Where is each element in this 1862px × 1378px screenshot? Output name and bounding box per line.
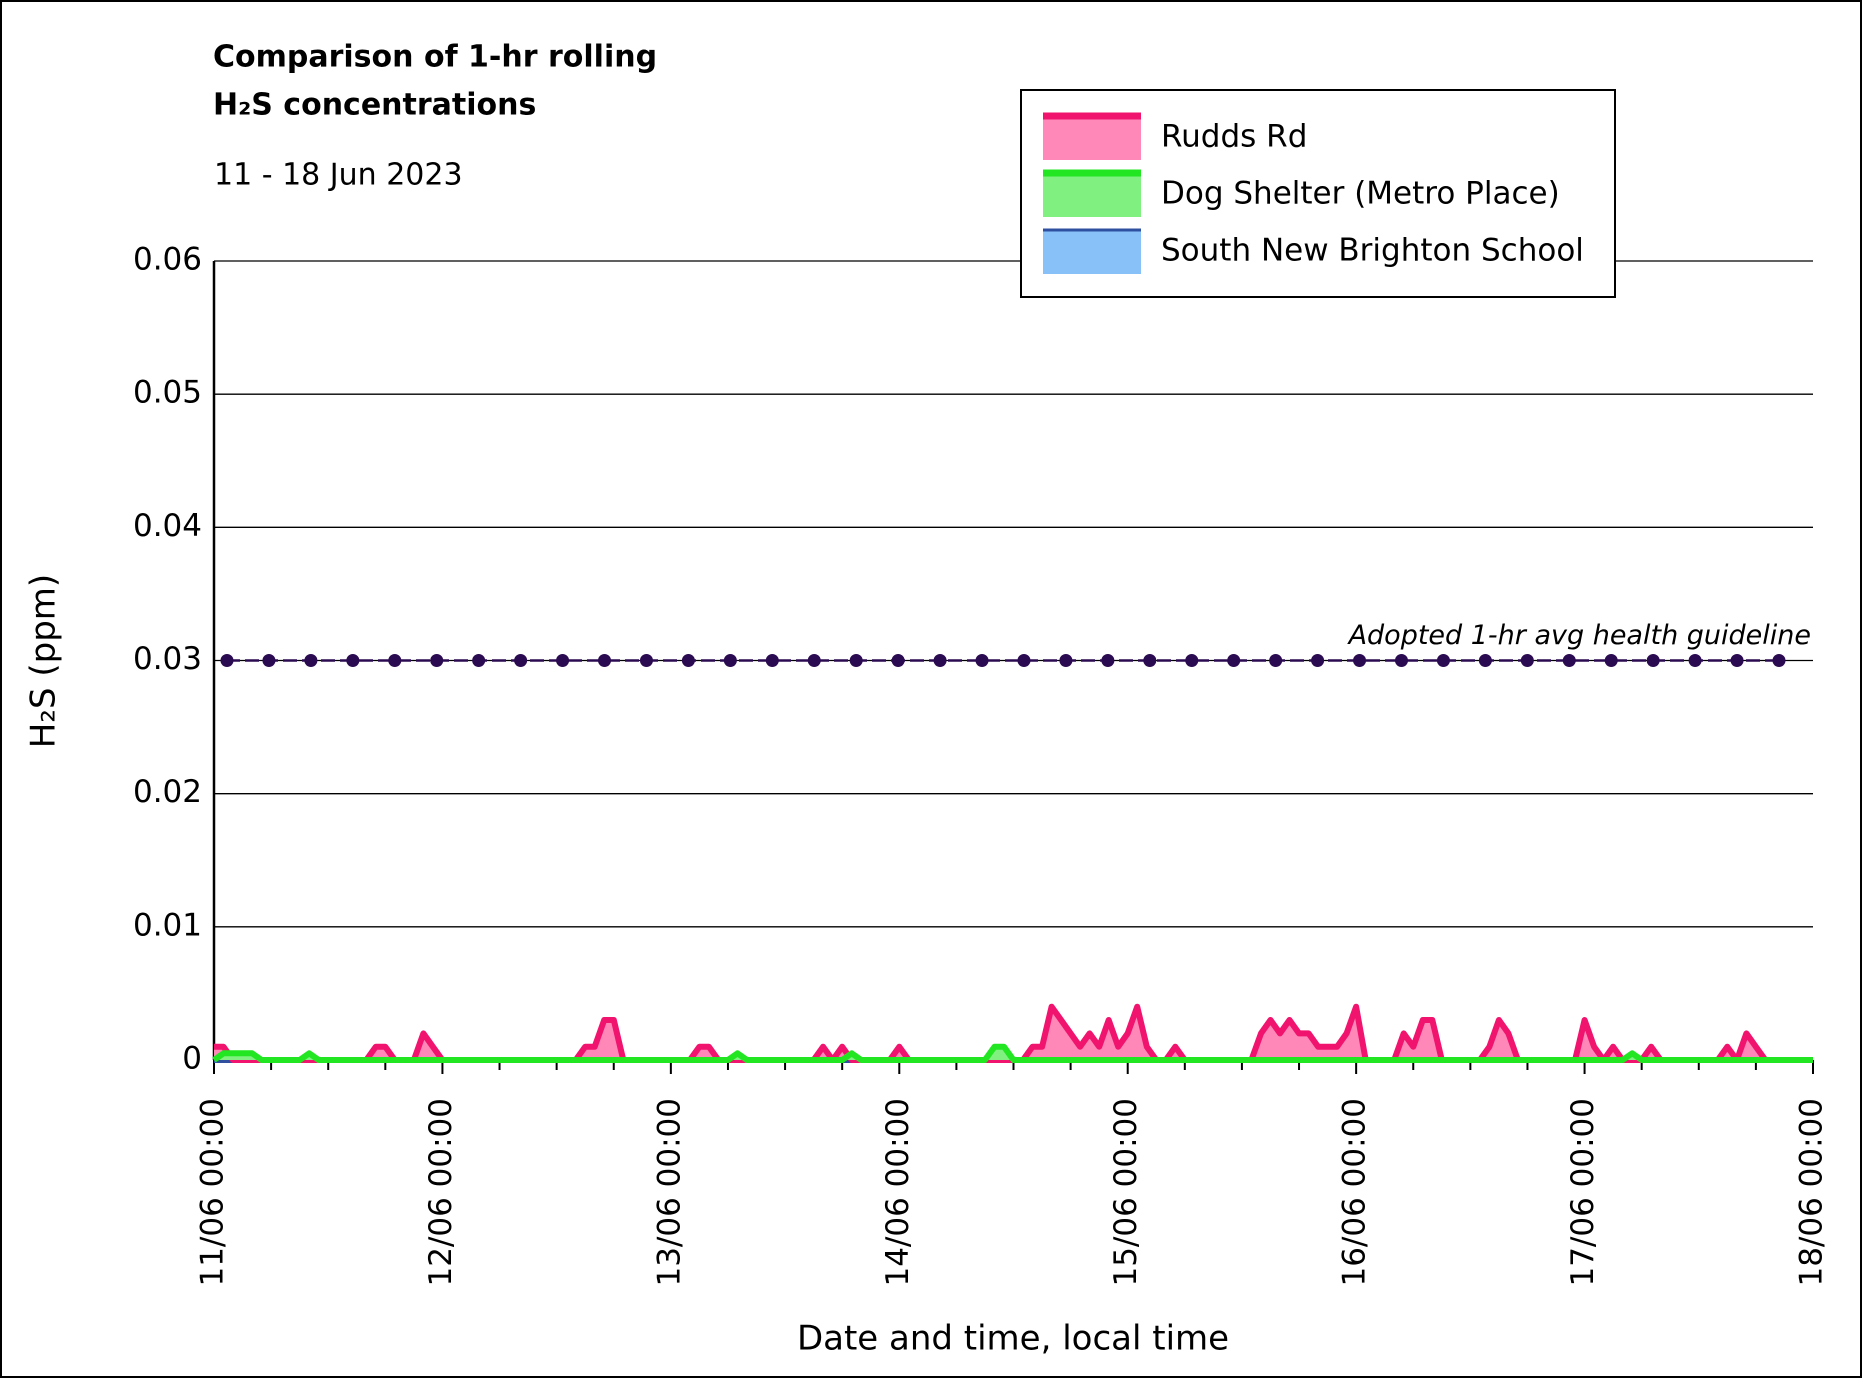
guideline-marker: [639, 654, 653, 667]
legend-swatch-fill: [1043, 116, 1141, 160]
guideline-marker: [556, 654, 570, 667]
guideline-marker: [681, 654, 695, 667]
guideline-marker: [1185, 654, 1199, 667]
guideline-marker: [1604, 654, 1618, 667]
guideline-marker: [765, 654, 779, 667]
guideline-marker: [1269, 654, 1283, 667]
chart-title: Comparison of 1-hr rolling: [213, 40, 657, 75]
x-tick-label: 17/06 00:00: [1565, 1098, 1601, 1287]
guideline-marker: [1520, 654, 1534, 667]
guideline-marker: [388, 654, 402, 667]
guideline-marker: [346, 654, 360, 667]
guideline-marker: [1101, 654, 1115, 667]
guideline-label: Adopted 1-hr avg health guideline: [1347, 620, 1811, 651]
guideline-marker: [849, 654, 863, 667]
x-tick-label: 14/06 00:00: [880, 1098, 916, 1287]
guideline-marker: [1311, 654, 1325, 667]
guideline-marker: [1394, 654, 1408, 667]
guideline-marker: [975, 654, 989, 667]
legend-label: Dog Shelter (Metro Place): [1161, 176, 1560, 212]
guideline-marker: [262, 654, 276, 667]
guideline-marker: [723, 654, 737, 667]
legend-swatch-fill: [1043, 230, 1141, 274]
guideline-marker: [1562, 654, 1576, 667]
guideline-marker: [220, 654, 234, 667]
y-axis-label: H₂S (ppm): [24, 574, 64, 748]
guideline-marker: [1227, 654, 1241, 667]
x-tick-label: 16/06 00:00: [1337, 1098, 1373, 1287]
guideline-marker: [1353, 654, 1367, 667]
guideline-marker: [472, 654, 486, 667]
y-tick-label: 0.01: [133, 907, 202, 943]
y-tick-label: 0.06: [133, 242, 202, 278]
guideline-marker: [598, 654, 612, 667]
guideline-marker: [1017, 654, 1031, 667]
x-tick-label: 11/06 00:00: [195, 1098, 231, 1287]
guideline-marker: [1478, 654, 1492, 667]
guideline-marker: [807, 654, 821, 667]
guideline-marker: [1730, 654, 1744, 667]
guideline-marker: [891, 654, 905, 667]
guideline-marker: [304, 654, 318, 667]
x-axis-label: Date and time, local time: [797, 1319, 1229, 1359]
legend-swatch-fill: [1043, 173, 1141, 217]
guideline-marker: [1436, 654, 1450, 667]
guideline-marker: [1646, 654, 1660, 667]
y-tick-label: 0.02: [133, 774, 202, 810]
x-tick-label: 18/06 00:00: [1794, 1098, 1830, 1287]
guideline-marker: [933, 654, 947, 667]
x-tick-label: 13/06 00:00: [651, 1098, 687, 1287]
y-tick-label: 0.05: [133, 375, 202, 411]
y-tick-label: 0.03: [133, 641, 202, 677]
y-tick-label: 0.04: [133, 508, 202, 544]
guideline-marker: [514, 654, 528, 667]
series-line: [212, 1043, 1813, 1063]
legend-label: South New Brighton School: [1161, 233, 1584, 269]
guideline-marker: [1143, 654, 1157, 667]
chart-subtitle: 11 - 18 Jun 2023: [214, 158, 463, 193]
guideline-marker: [1772, 654, 1786, 667]
guideline-marker: [430, 654, 444, 667]
guideline-marker: [1059, 654, 1073, 667]
legend-label: Rudds Rd: [1161, 119, 1307, 155]
x-tick-label: 15/06 00:00: [1108, 1098, 1144, 1287]
y-tick-label: 0: [182, 1041, 202, 1077]
guideline-marker: [1688, 654, 1702, 667]
x-tick-label: 12/06 00:00: [423, 1098, 459, 1287]
chart-title: H₂S concentrations: [213, 88, 536, 123]
